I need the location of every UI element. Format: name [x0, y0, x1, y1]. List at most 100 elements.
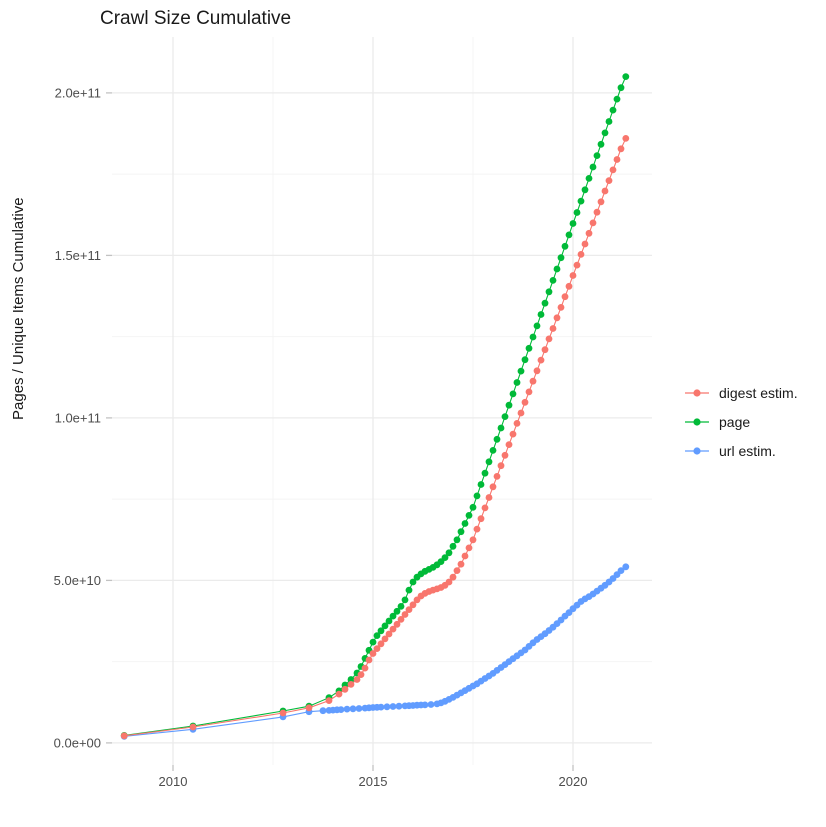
data-point [461, 552, 469, 560]
data-point [549, 277, 557, 284]
series-url-estim [120, 563, 630, 740]
data-point [605, 118, 613, 125]
data-point [597, 198, 605, 206]
data-point [517, 409, 525, 417]
data-point [597, 140, 605, 148]
series-line [124, 76, 627, 736]
data-point [577, 197, 585, 205]
y-tick-label: 1.0e+11 [55, 410, 101, 425]
data-point [565, 282, 573, 290]
data-point [421, 701, 429, 709]
data-point [189, 723, 197, 731]
data-point [529, 377, 537, 385]
data-point [473, 492, 481, 500]
data-point [553, 265, 561, 273]
data-point [561, 242, 569, 250]
legend-key-icon [685, 388, 709, 397]
data-point [449, 542, 457, 550]
data-point [569, 220, 577, 227]
data-point [397, 616, 405, 623]
legend-label: digest estim. [719, 384, 798, 401]
data-point [389, 612, 397, 620]
data-point [557, 304, 565, 311]
data-point [573, 209, 581, 216]
legend-key-icon [685, 446, 709, 455]
data-point [585, 175, 593, 182]
data-point [405, 586, 413, 594]
data-point [357, 671, 365, 678]
data-point [545, 335, 553, 343]
data-point [537, 356, 545, 364]
legend-item-url-estim: url estim. [684, 436, 798, 465]
data-point [325, 697, 333, 704]
data-point [605, 177, 613, 185]
data-point [521, 398, 529, 406]
data-point [489, 447, 497, 454]
data-point [581, 186, 589, 194]
data-point [533, 322, 541, 330]
data-point [581, 240, 589, 248]
data-point [569, 272, 577, 279]
y-tick-labels: 0.0e+00 5.0e+10 1.0e+11 1.5e+11 2.0e+11 [54, 85, 101, 750]
data-point [405, 606, 413, 613]
data-point [369, 638, 377, 646]
data-point [489, 483, 497, 491]
data-point [409, 601, 417, 609]
data-point [509, 390, 517, 398]
data-point [505, 401, 513, 409]
data-point [549, 325, 557, 332]
data-point [465, 544, 473, 552]
data-point [553, 314, 561, 322]
data-point [409, 578, 417, 586]
data-point [319, 707, 327, 715]
data-point [427, 701, 435, 708]
data-point [377, 640, 385, 648]
data-point [341, 685, 349, 693]
data-point [401, 596, 409, 604]
data-point [120, 732, 128, 740]
series-page [120, 73, 630, 739]
data-point [347, 681, 355, 688]
data-point [557, 254, 565, 262]
series-digest-estim [120, 135, 630, 740]
data-point [381, 622, 389, 630]
data-point [593, 208, 601, 216]
y-tick-label: 2.0e+11 [55, 85, 101, 100]
data-point [393, 620, 401, 628]
data-point [469, 503, 477, 511]
legend-key-icon [685, 417, 709, 426]
data-point [347, 676, 355, 683]
data-point [397, 603, 405, 610]
data-point [373, 645, 381, 652]
data-point [545, 288, 553, 296]
data-point [561, 293, 569, 301]
data-point [617, 84, 625, 92]
data-point [565, 231, 573, 239]
data-point [525, 344, 533, 352]
legend-item-page: page [684, 407, 798, 436]
data-point [617, 145, 625, 153]
data-point [589, 219, 597, 227]
data-point [373, 632, 381, 639]
data-point [481, 504, 489, 512]
data-point [337, 706, 345, 713]
axis-ticks [106, 92, 574, 771]
data-point [383, 703, 391, 711]
data-point [461, 520, 469, 527]
data-point [622, 563, 630, 571]
data-point [493, 473, 501, 480]
data-point [521, 356, 529, 364]
data-point [305, 704, 313, 712]
data-point [601, 129, 609, 137]
data-point [453, 536, 461, 544]
data-point [381, 635, 389, 643]
data-point [457, 528, 465, 536]
data-point [465, 512, 473, 519]
chart-title: Crawl Size Cumulative [100, 8, 292, 29]
data-point [335, 690, 343, 698]
data-point [517, 367, 525, 375]
major-gridlines [112, 37, 652, 765]
data-point [343, 705, 351, 713]
y-axis-title: Pages / Unique Items Cumulative [10, 197, 27, 420]
